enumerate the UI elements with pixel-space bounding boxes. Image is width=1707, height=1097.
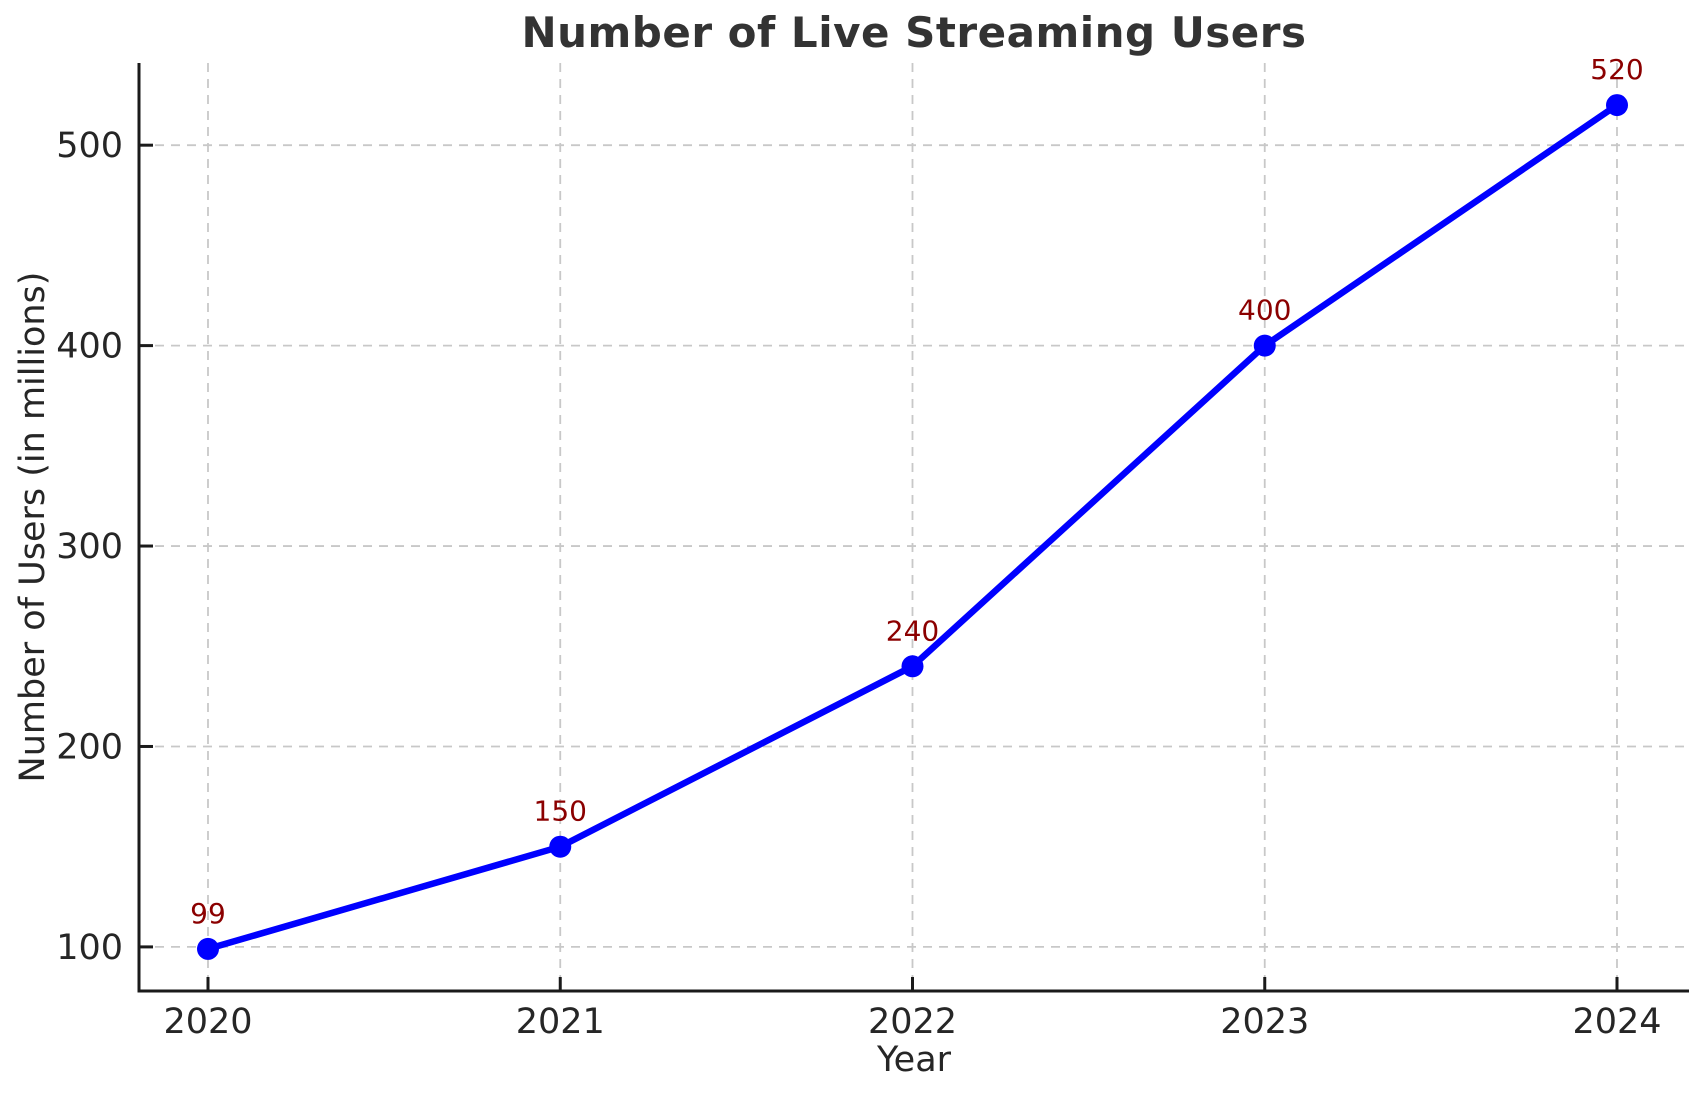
data-point [197,937,219,960]
data-point-label: 240 [886,614,939,647]
x-tick-label: 2023 [1220,1002,1309,1042]
data-point [1606,94,1628,117]
y-tick-label: 500 [56,126,123,166]
y-tick-label: 100 [56,928,123,968]
data-point [1253,334,1276,357]
data-point [901,655,924,678]
data-point [549,835,572,858]
data-point-label: 400 [1238,294,1291,327]
y-tick-label: 300 [56,527,123,567]
x-tick-label: 2022 [868,1002,957,1042]
data-point-label: 150 [534,795,587,828]
y-tick-label: 400 [56,327,123,367]
data-point-label: 99 [190,897,226,930]
y-tick-label: 200 [56,727,123,767]
x-tick-label: 2024 [1572,1002,1661,1042]
x-tick-label: 2021 [516,1002,605,1042]
chart-title: Number of Live Streaming Users [521,8,1307,57]
x-axis-label: Year [876,1040,952,1080]
data-point-label: 520 [1590,53,1643,86]
x-tick-label: 2020 [163,1002,252,1042]
